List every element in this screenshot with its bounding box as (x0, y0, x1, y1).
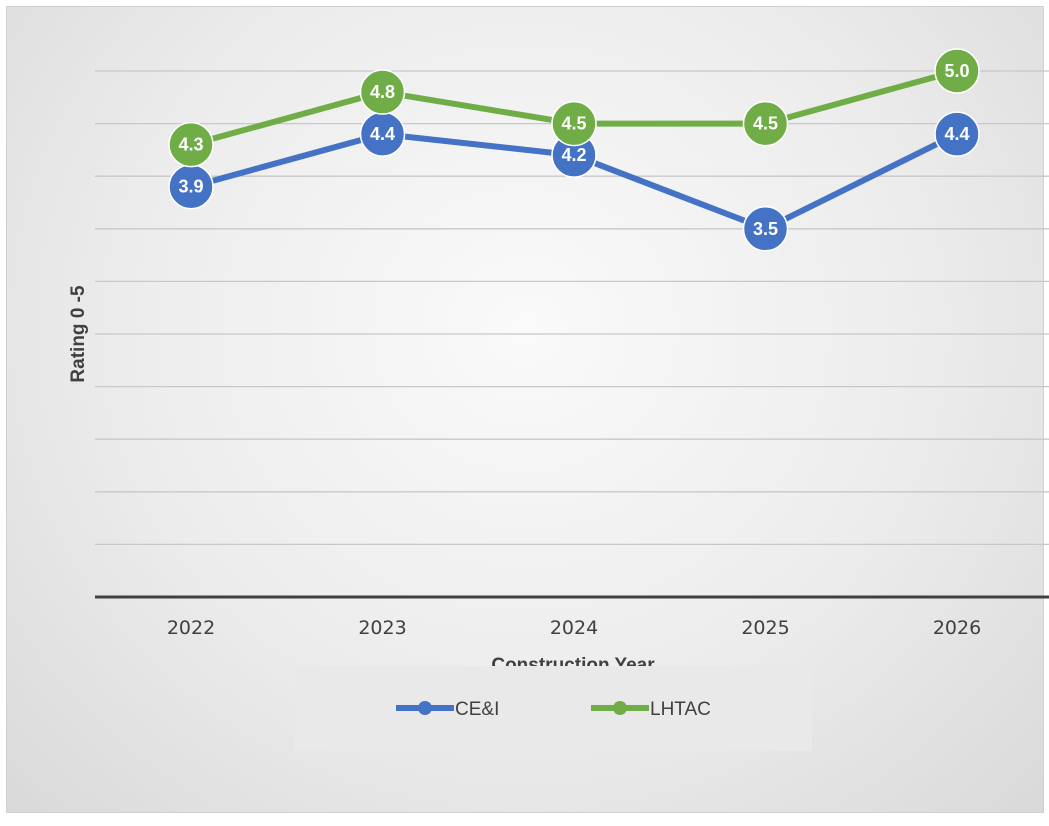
data-point (934, 111, 980, 157)
legend-swatch-marker (418, 701, 432, 715)
legend-entry: CE&I (396, 699, 499, 720)
data-point (934, 48, 980, 94)
data-label: 4.5 (753, 114, 778, 134)
series-ce-i: 3.9 4.4 4.2 3.5 4.4 (168, 111, 980, 252)
x-tick-label: 2022 (167, 617, 215, 639)
data-label: 4.8 (370, 82, 395, 102)
legend-swatch-marker (613, 701, 627, 715)
x-tick-label: 2025 (741, 617, 789, 639)
data-point (359, 69, 406, 115)
data-label: 4.4 (944, 124, 969, 144)
data-label: 3.5 (753, 219, 778, 239)
legend-box (295, 666, 812, 751)
data-label: 4.5 (561, 114, 586, 134)
data-point (742, 100, 789, 147)
x-tick-labels: 2022 2023 2024 2025 2026 (167, 617, 981, 639)
series-lhtac: 4.3 4.8 4.5 4.5 5.0 (168, 48, 980, 168)
x-tick-label: 2024 (550, 617, 598, 639)
legend-entry: LHTAC (591, 699, 711, 720)
legend: CE&I LHTAC (295, 666, 812, 751)
data-label: 3.9 (178, 177, 203, 197)
x-tick-label: 2026 (933, 617, 981, 639)
data-label: 5.0 (944, 61, 969, 81)
data-point (551, 100, 597, 147)
legend-label: CE&I (455, 699, 499, 720)
legend-items: CE&I LHTAC (396, 699, 711, 720)
data-point (168, 121, 214, 168)
data-label: 4.4 (370, 124, 395, 144)
data-label: 4.2 (561, 145, 586, 165)
x-tick-label: 2023 (358, 617, 406, 639)
data-label: 4.3 (178, 135, 203, 155)
data-point (742, 206, 789, 252)
legend-label: LHTAC (650, 699, 711, 720)
y-axis-title: Rating 0 -5 (68, 285, 89, 383)
series-layer: 3.9 4.4 4.2 3.5 4.4 4.3 4.8 4.5 4.5 5.0 (168, 48, 980, 252)
chart-canvas: 2022 2023 2024 2025 2026 Rating 0 -5 Constru… (68, 48, 1049, 751)
line-chart: 2022 2023 2024 2025 2026 Rating 0 -5 Constru… (6, 6, 1049, 813)
